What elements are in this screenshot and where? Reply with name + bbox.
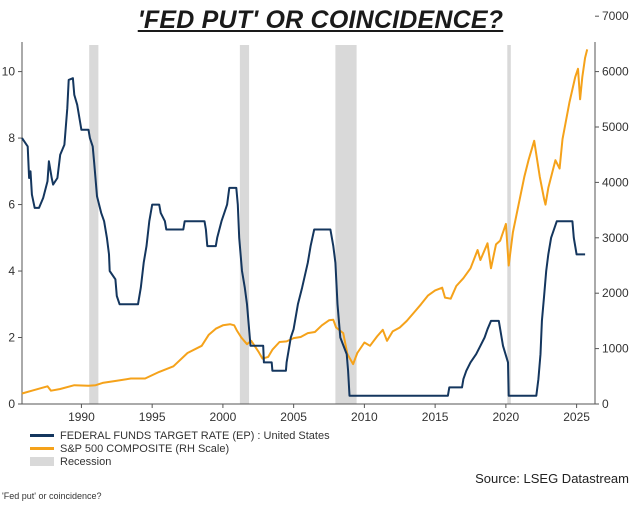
chart-legend: FEDERAL FUNDS TARGET RATE (EP) : United … xyxy=(30,429,330,468)
y-right-tick-label: 4000 xyxy=(602,175,629,189)
legend-swatch-recession xyxy=(30,457,54,466)
y-right-tick-label: 2000 xyxy=(602,286,629,300)
legend-label-fed-funds: FEDERAL FUNDS TARGET RATE (EP) : United … xyxy=(60,429,330,442)
y-left-tick-label: 4 xyxy=(8,264,15,278)
fed-funds-rate-line xyxy=(21,77,586,397)
legend-item-fed-funds: FEDERAL FUNDS TARGET RATE (EP) : United … xyxy=(30,429,330,442)
y-left-tick-label: 10 xyxy=(2,65,16,79)
recession-bands xyxy=(89,45,511,404)
x-tick-label: 2025 xyxy=(563,410,590,424)
recession-band-0 xyxy=(89,45,99,404)
y-right-tick-label: 3000 xyxy=(602,231,629,245)
y-left-tick-label: 2 xyxy=(8,331,15,345)
y-left-tick-label: 6 xyxy=(8,198,15,212)
x-tick-label: 1990 xyxy=(68,410,95,424)
y-left-tick-label: 8 xyxy=(8,131,15,145)
x-tick-label: 2020 xyxy=(493,410,520,424)
legend-label-sp500: S&P 500 COMPOSITE (RH Scale) xyxy=(60,442,230,455)
legend-swatch-fed-funds xyxy=(30,434,54,437)
image-caption: 'Fed put' or coincidence? xyxy=(2,491,102,501)
y-right-tick-label: 7000 xyxy=(602,9,629,23)
recession-band-2 xyxy=(335,45,357,404)
x-tick-label: 2000 xyxy=(210,410,237,424)
y-right-tick-label: 1000 xyxy=(602,342,629,356)
tick-labels: 1990 1995 2000 2005 2010 2015 2020 202502468100… xyxy=(2,9,629,424)
sp500-line xyxy=(21,49,589,395)
y-right-tick-label: 5000 xyxy=(602,120,629,134)
x-tick-label: 1995 xyxy=(139,410,166,424)
legend-swatch-sp500 xyxy=(30,447,54,450)
recession-band-3 xyxy=(507,45,511,404)
y-right-tick-label: 6000 xyxy=(602,65,629,79)
chart-series xyxy=(21,49,589,397)
source-note: Source: LSEG Datastream xyxy=(475,471,629,486)
x-tick-label: 2010 xyxy=(351,410,378,424)
y-left-tick-label: 0 xyxy=(8,397,15,411)
legend-label-recession: Recession xyxy=(60,455,112,468)
chart-axes xyxy=(18,15,599,408)
recession-band-1 xyxy=(239,45,250,404)
legend-item-recession: Recession xyxy=(30,455,330,468)
x-tick-label: 2005 xyxy=(280,410,307,424)
x-tick-label: 2015 xyxy=(422,410,449,424)
legend-item-sp500: S&P 500 COMPOSITE (RH Scale) xyxy=(30,442,330,455)
chart-title: 'FED PUT' OR COINCIDENCE? xyxy=(137,6,504,34)
y-right-tick-label: 0 xyxy=(602,397,609,411)
